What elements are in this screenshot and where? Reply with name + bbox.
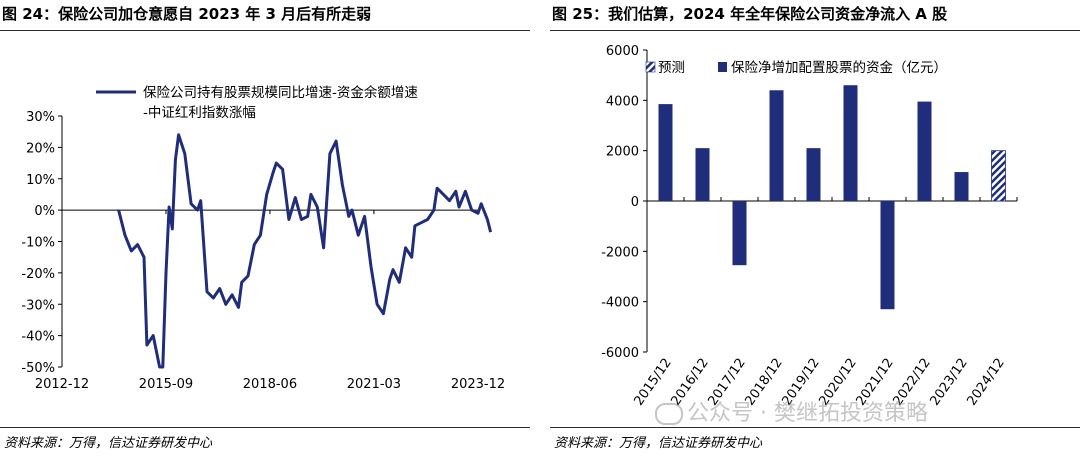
left-figure-title: 图 24：保险公司加仓意愿自 2023 年 3 月后有所走弱	[2, 5, 372, 23]
right-figure-title: 图 25：我们估算，2024 年全年保险公司资金净流入 A 股	[552, 5, 948, 23]
legend-label: 保险公司持有股票规模同比增速-资金余额增速	[143, 84, 418, 101]
bar	[917, 101, 932, 201]
bar	[769, 90, 784, 201]
y-tick-label: -6000	[601, 346, 639, 361]
bar	[954, 172, 969, 201]
y-tick-label: 6000	[606, 44, 639, 59]
left-chart-panel: 图 24：保险公司加仓意愿自 2023 年 3 月后有所走弱 30% 20% 10%…	[0, 0, 530, 456]
watermark-text: 公众号 · 樊继拓投资策略	[687, 401, 928, 426]
bar	[695, 148, 710, 201]
y-tick-label: -2000	[601, 245, 639, 260]
left-source-note: 资料来源：万得，信达证券研发中心	[4, 436, 213, 451]
right-source-rule	[550, 427, 1080, 428]
bar	[880, 201, 895, 310]
right-source-note: 资料来源：万得，信达证券研发中心	[554, 436, 763, 451]
y-tick-label: 2000	[606, 145, 639, 160]
legend-label: 预测	[658, 60, 685, 76]
legend-label: 保险净增加配置股票的资金（亿元）	[731, 60, 947, 76]
y-tick-label: 0	[631, 195, 639, 210]
bar	[732, 201, 747, 266]
y-tick-label: -10%	[21, 236, 55, 251]
right-chart-panel: 图 25：我们估算，2024 年全年保险公司资金净流入 A 股 6000 4000…	[550, 0, 1080, 456]
legend-swatch-actual	[718, 62, 727, 72]
wechat-icon	[655, 403, 683, 425]
y-tick-label: 20%	[26, 141, 55, 156]
bar	[843, 85, 858, 201]
y-tick-label: -30%	[21, 298, 55, 313]
left-line-chart: 30% 20% 10% 0% -10% -20% -30% -40% -50%2012-12 20…	[21, 84, 505, 392]
bar	[806, 148, 821, 201]
y-tick-label: -20%	[21, 267, 55, 282]
x-tick-label: 2015-09	[139, 377, 193, 392]
y-tick-label: 30%	[26, 110, 55, 125]
right-bar-chart: 6000400020000-2000-4000-60002015/122016/…	[601, 44, 1018, 409]
y-tick-label: 10%	[26, 173, 55, 188]
legend-swatch-forecast	[645, 61, 656, 73]
y-tick-label: -50%	[21, 361, 55, 376]
legend-label: -中证红利指数涨幅	[143, 105, 256, 121]
x-tick-label: 2023-12	[451, 377, 505, 392]
y-tick-label: 4000	[606, 94, 639, 109]
x-tick-label: 2024/12	[965, 356, 1008, 409]
y-tick-label: -4000	[601, 296, 639, 311]
x-tick-label: 2021-03	[347, 377, 401, 392]
left-source-rule	[0, 427, 530, 428]
right-title-rule	[550, 30, 1080, 31]
x-tick-label: 2018-06	[243, 377, 297, 392]
bar-forecast	[991, 150, 1006, 202]
x-tick-label: 2012-12	[35, 377, 89, 392]
series-line	[117, 133, 493, 369]
left-title-rule	[0, 30, 530, 31]
watermark: 公众号 · 樊继拓投资策略	[655, 395, 928, 427]
bar	[658, 104, 673, 201]
y-tick-label: -40%	[21, 330, 55, 345]
y-tick-label: 0%	[34, 204, 55, 219]
